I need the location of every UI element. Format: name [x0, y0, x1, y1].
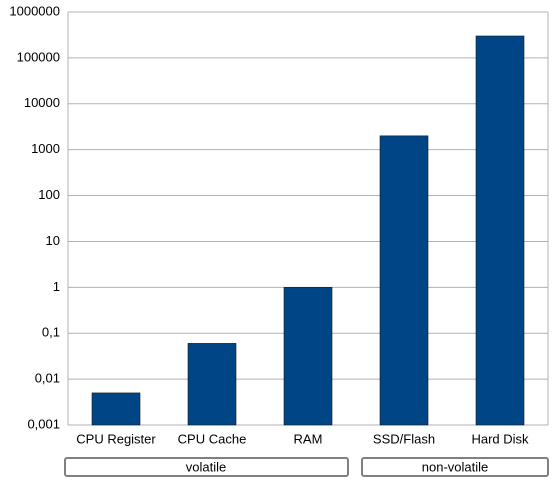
bar	[379, 135, 429, 426]
y-tick-label: 0,1	[42, 325, 60, 340]
group-label: volatile	[186, 459, 226, 474]
x-tick-label: RAM	[294, 431, 323, 446]
y-tick-label: 10	[46, 233, 60, 248]
group-box	[64, 457, 349, 477]
y-tick-label: 1000	[31, 141, 60, 156]
bar	[91, 392, 141, 426]
bar	[475, 35, 525, 426]
group-label: non-volatile	[422, 459, 489, 474]
x-tick-label: SSD/Flash	[373, 431, 435, 446]
y-tick-label: 10000	[24, 95, 60, 110]
bar	[283, 287, 333, 426]
bar	[187, 343, 237, 426]
y-tick-label: 100000	[17, 49, 60, 64]
y-tick-label: 1000000	[9, 3, 60, 18]
y-tick-label: 1	[53, 279, 60, 294]
y-tick-label: 100	[38, 187, 60, 202]
y-tick-label: 0,01	[35, 371, 60, 386]
x-tick-label: Hard Disk	[471, 431, 529, 446]
x-tick-label: CPU Cache	[178, 431, 247, 446]
group-box	[361, 457, 549, 477]
y-tick-label: 0,001	[27, 416, 60, 431]
x-tick-label: CPU Register	[76, 431, 156, 446]
